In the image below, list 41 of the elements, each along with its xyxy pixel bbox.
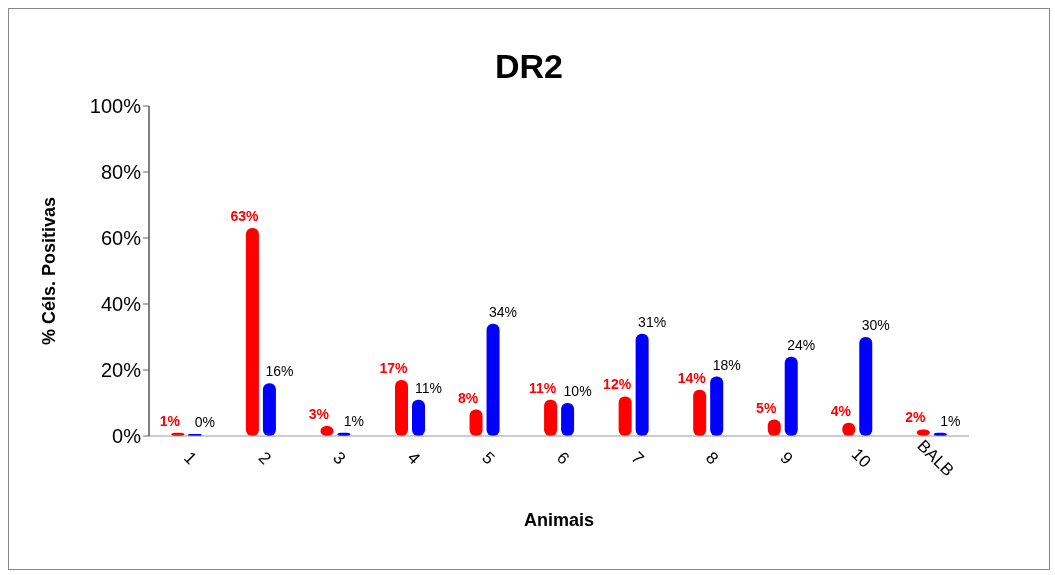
x-tick-label: 2 bbox=[254, 448, 275, 469]
data-label: 11% bbox=[528, 379, 557, 396]
data-label: 11% bbox=[415, 379, 442, 396]
data-label: 8% bbox=[457, 389, 479, 406]
y-tick-label: 80% bbox=[100, 161, 142, 184]
data-label: 1% bbox=[159, 412, 181, 429]
y-tick-label: 40% bbox=[100, 293, 142, 316]
data-label: 1% bbox=[940, 412, 961, 429]
data-label: 4% bbox=[830, 402, 852, 419]
x-tick-label: 1 bbox=[180, 448, 201, 469]
data-label: 30% bbox=[861, 317, 890, 333]
x-tick-label: 4 bbox=[403, 448, 424, 469]
data-label: 18% bbox=[712, 356, 741, 373]
y-tick-label: 20% bbox=[100, 359, 142, 382]
x-tick-label: 6 bbox=[552, 448, 573, 469]
x-tick-label: 9 bbox=[776, 448, 797, 469]
y-tick-label: 100% bbox=[89, 95, 142, 118]
data-label: 14% bbox=[677, 369, 707, 386]
data-label: 31% bbox=[638, 313, 667, 330]
y-tick-label: 60% bbox=[100, 227, 142, 250]
data-label: 16% bbox=[265, 363, 294, 380]
x-tick-label: 5 bbox=[478, 448, 499, 469]
y-axis-title: % Céls. Positivas bbox=[39, 196, 60, 346]
x-tick-label: 8 bbox=[701, 448, 723, 469]
x-tick-label: 10 bbox=[847, 444, 875, 472]
data-label: 2% bbox=[905, 409, 926, 426]
data-label: 63% bbox=[230, 208, 259, 225]
data-label: 24% bbox=[787, 336, 816, 353]
y-tick-label: 0% bbox=[112, 425, 142, 448]
data-label: 17% bbox=[379, 359, 409, 376]
data-label: 34% bbox=[489, 303, 518, 320]
x-tick-label: 7 bbox=[627, 448, 648, 469]
data-label: 5% bbox=[756, 399, 777, 416]
data-label: 3% bbox=[308, 406, 330, 423]
data-label: 0% bbox=[194, 414, 215, 430]
data-label: 12% bbox=[603, 376, 632, 393]
x-axis-title: Animais bbox=[523, 510, 595, 530]
x-tick-label: 3 bbox=[329, 448, 350, 469]
chart-title: DR2 bbox=[494, 47, 564, 86]
data-label: 1% bbox=[343, 412, 365, 429]
data-label: 10% bbox=[563, 383, 592, 399]
